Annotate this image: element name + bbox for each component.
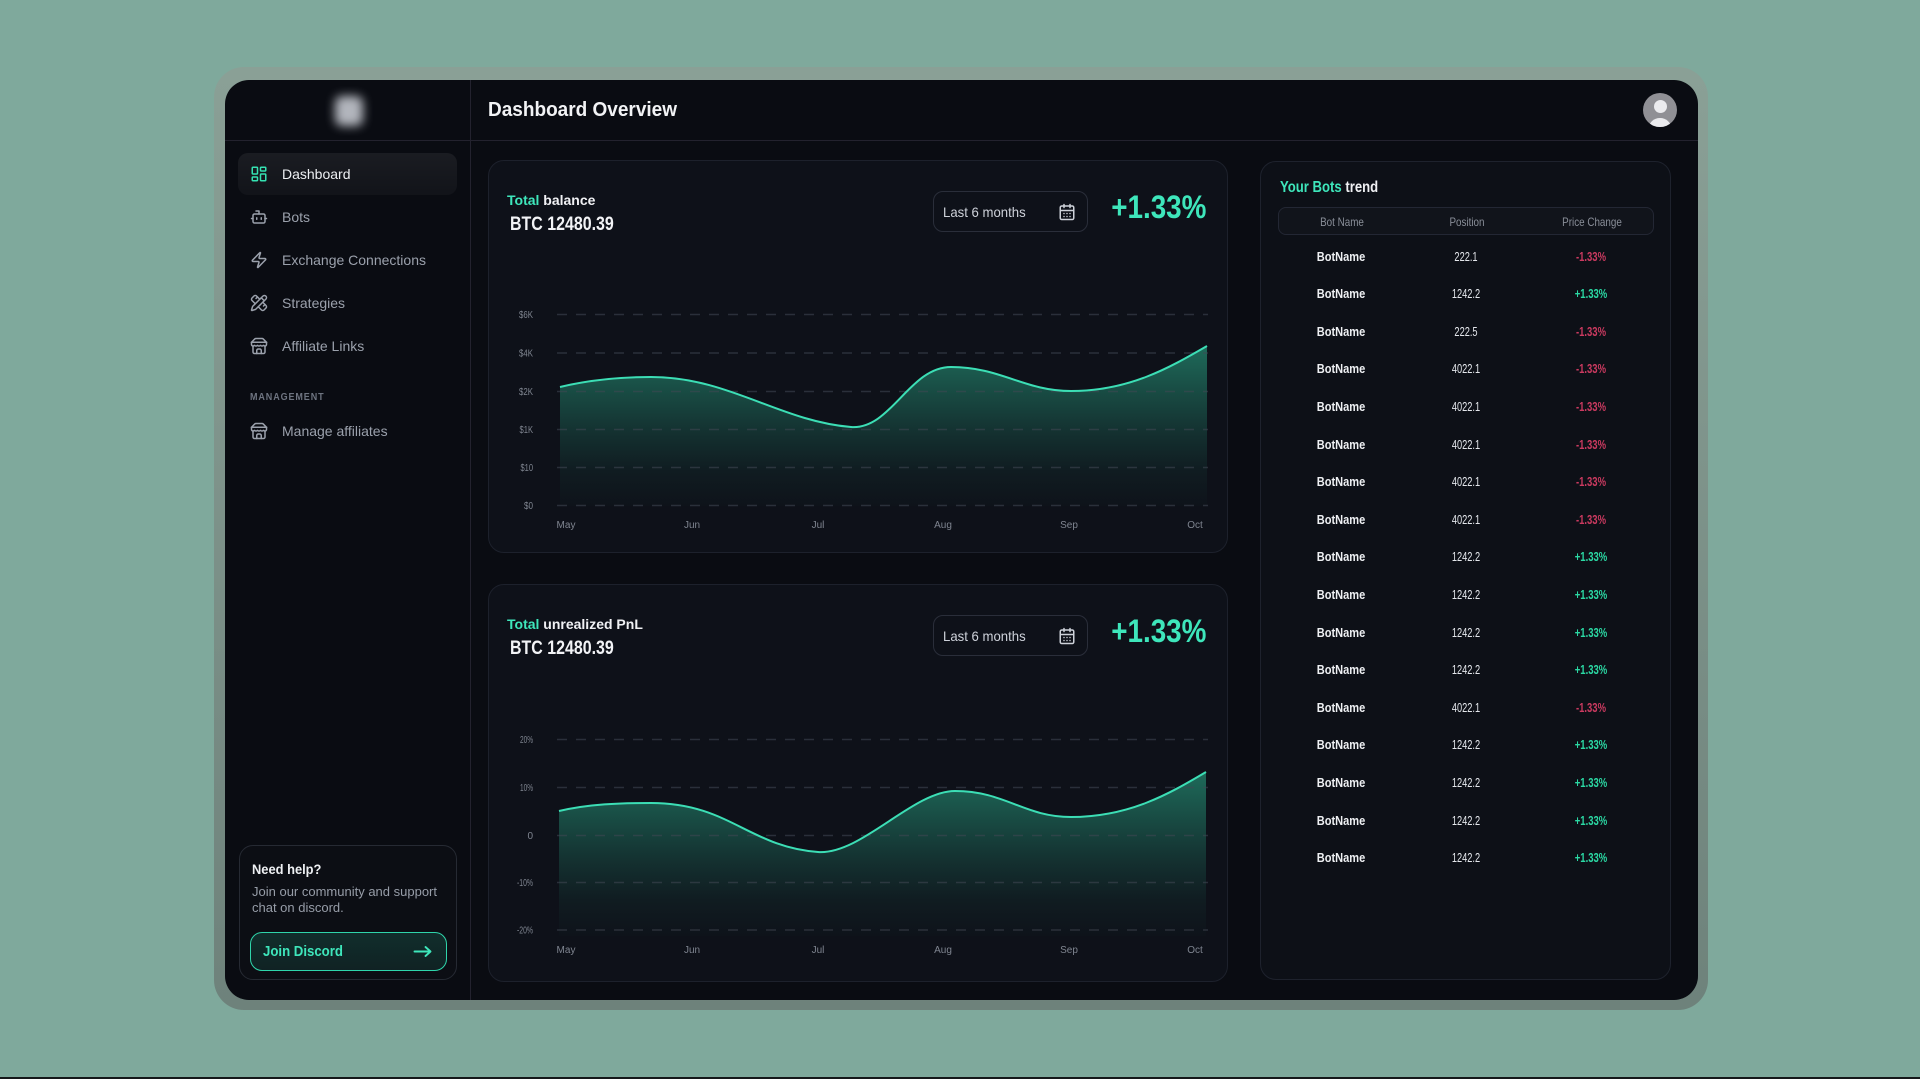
svg-text:May: May [557, 945, 576, 956]
svg-text:Sep: Sep [1060, 945, 1078, 956]
svg-text:10%: 10% [520, 783, 533, 794]
svg-text:$1K: $1K [520, 425, 534, 436]
svg-text:May: May [557, 520, 576, 531]
svg-text:$6K: $6K [519, 310, 533, 321]
svg-text:Jul: Jul [812, 945, 825, 956]
svg-text:-10%: -10% [517, 878, 533, 889]
svg-text:$10: $10 [521, 463, 534, 474]
svg-text:Sep: Sep [1060, 520, 1078, 531]
svg-text:$0: $0 [524, 501, 533, 512]
svg-text:Aug: Aug [934, 520, 952, 531]
svg-text:20%: 20% [520, 735, 533, 746]
svg-text:Jun: Jun [684, 945, 700, 956]
svg-text:Oct: Oct [1187, 520, 1203, 531]
svg-text:Oct: Oct [1187, 945, 1203, 956]
svg-text:-20%: -20% [517, 926, 533, 937]
svg-text:Jun: Jun [684, 520, 700, 531]
svg-text:Jul: Jul [812, 520, 825, 531]
svg-text:Aug: Aug [934, 945, 952, 956]
svg-text:$4K: $4K [519, 349, 533, 360]
svg-text:0: 0 [527, 831, 533, 842]
svg-text:$2K: $2K [519, 387, 533, 398]
